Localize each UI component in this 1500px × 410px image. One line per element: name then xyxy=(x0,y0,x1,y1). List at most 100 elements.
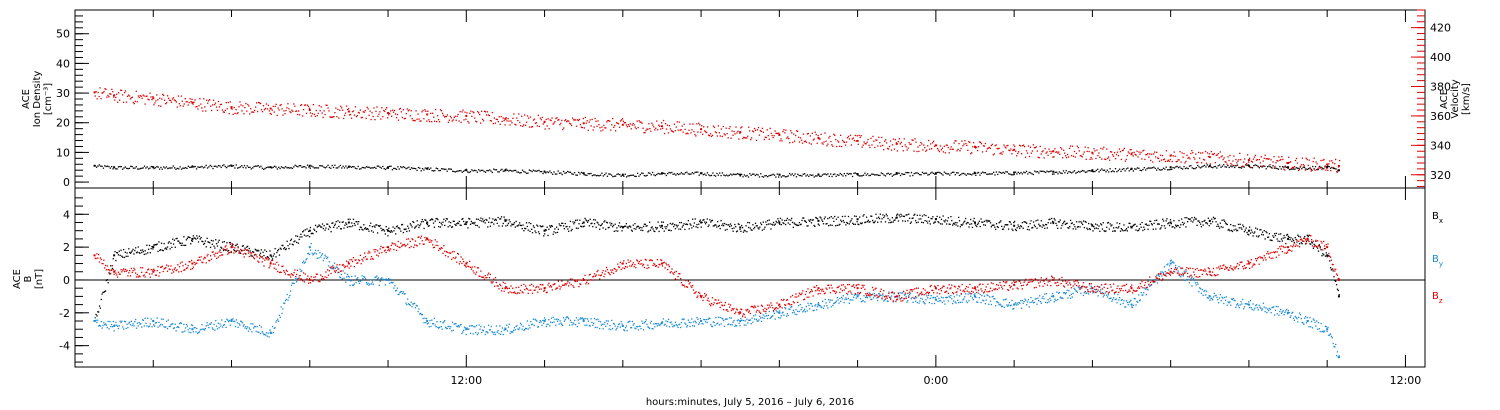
bx-sample xyxy=(778,220,780,222)
bx-sample xyxy=(344,224,346,226)
bx-sample xyxy=(1311,242,1314,244)
density-sample xyxy=(206,167,209,169)
bx-sample xyxy=(584,217,586,220)
by-sample xyxy=(824,298,826,301)
by-sample xyxy=(794,313,796,315)
velocity-sample xyxy=(1097,154,1099,157)
bx-sample xyxy=(1189,218,1191,220)
by-sample xyxy=(244,327,246,329)
density-sample xyxy=(1268,165,1270,167)
bx-sample xyxy=(1238,227,1240,229)
bx-sample xyxy=(117,254,120,256)
bx-sample xyxy=(1270,239,1272,241)
density-sample xyxy=(717,174,720,176)
velocity-sample xyxy=(1051,151,1053,153)
velocity-sample xyxy=(989,147,991,150)
bx-sample xyxy=(840,220,843,223)
bx-sample xyxy=(501,225,504,227)
bx-sample xyxy=(1086,227,1088,229)
velocity-sample xyxy=(702,133,704,136)
velocity-sample xyxy=(921,143,923,145)
density-sample xyxy=(1277,168,1280,170)
by-sample xyxy=(116,325,119,327)
by-sample xyxy=(320,254,323,256)
by-sample xyxy=(178,326,180,329)
bx-sample xyxy=(1116,222,1118,224)
by-sample xyxy=(137,325,139,327)
velocity-sample xyxy=(933,145,936,148)
density-sample xyxy=(794,173,796,175)
bx-sample xyxy=(400,230,402,232)
bx-sample xyxy=(929,223,931,225)
by-sample xyxy=(351,284,354,286)
bx-sample xyxy=(883,216,885,219)
density-sample xyxy=(499,169,502,171)
bx-sample xyxy=(230,251,232,254)
bx-sample xyxy=(901,215,903,217)
velocity-sample xyxy=(1180,161,1182,163)
velocity-sample xyxy=(678,121,680,123)
by-sample xyxy=(663,324,665,326)
bx-sample xyxy=(776,221,778,224)
bx-sample xyxy=(450,221,452,224)
density-sample xyxy=(223,164,225,166)
by-sample xyxy=(289,294,291,297)
density-sample xyxy=(1231,166,1233,168)
velocity-sample xyxy=(307,105,310,108)
velocity-sample xyxy=(650,130,652,132)
density-sample xyxy=(727,175,729,177)
density-sample xyxy=(576,174,578,176)
bx-sample xyxy=(459,224,461,226)
velocity-sample xyxy=(1187,157,1189,159)
by-sample xyxy=(771,315,773,318)
density-sample xyxy=(238,166,240,169)
density-sample xyxy=(1213,165,1215,168)
bx-sample xyxy=(359,226,362,228)
velocity-sample xyxy=(1251,161,1254,163)
density-sample xyxy=(894,173,896,176)
bx-sample xyxy=(1233,229,1235,231)
velocity-sample xyxy=(359,109,361,111)
by-sample xyxy=(199,329,201,331)
by-sample xyxy=(822,307,825,309)
bx-sample xyxy=(419,223,422,225)
bx-sample xyxy=(1133,224,1135,226)
bx-sample xyxy=(474,221,476,224)
density-sample xyxy=(651,171,654,174)
velocity-sample xyxy=(1057,152,1059,154)
by-sample xyxy=(482,330,485,332)
velocity-sample xyxy=(134,100,136,103)
density-sample xyxy=(1177,166,1180,169)
velocity-sample xyxy=(1277,160,1279,162)
density-sample xyxy=(1217,165,1219,167)
bx-sample xyxy=(615,230,617,232)
velocity-sample xyxy=(404,117,406,120)
density-sample xyxy=(152,166,154,168)
bx-sample xyxy=(366,227,368,230)
bx-sample xyxy=(621,230,623,232)
bx-sample xyxy=(134,249,136,252)
by-sample xyxy=(900,297,902,300)
density-sample xyxy=(1045,171,1047,174)
velocity-sample xyxy=(1004,146,1006,148)
bx-sample xyxy=(145,253,147,255)
density-sample xyxy=(802,173,804,175)
bx-sample xyxy=(96,315,98,317)
velocity-sample xyxy=(1235,158,1237,161)
by-sample xyxy=(377,277,380,279)
density-sample xyxy=(338,166,340,168)
by-sample xyxy=(248,327,250,329)
bx-sample xyxy=(570,229,572,232)
by-sample xyxy=(106,326,108,329)
bx-sample xyxy=(335,220,337,223)
bx-sample xyxy=(879,213,881,215)
velocity-sample xyxy=(629,123,631,125)
velocity-sample xyxy=(623,122,626,124)
velocity-sample xyxy=(940,149,943,151)
velocity-sample xyxy=(535,122,538,124)
by-sample xyxy=(951,298,953,300)
velocity-sample xyxy=(879,142,881,144)
by-sample xyxy=(309,249,312,251)
bx-sample xyxy=(654,226,657,229)
by-sample xyxy=(760,320,763,323)
